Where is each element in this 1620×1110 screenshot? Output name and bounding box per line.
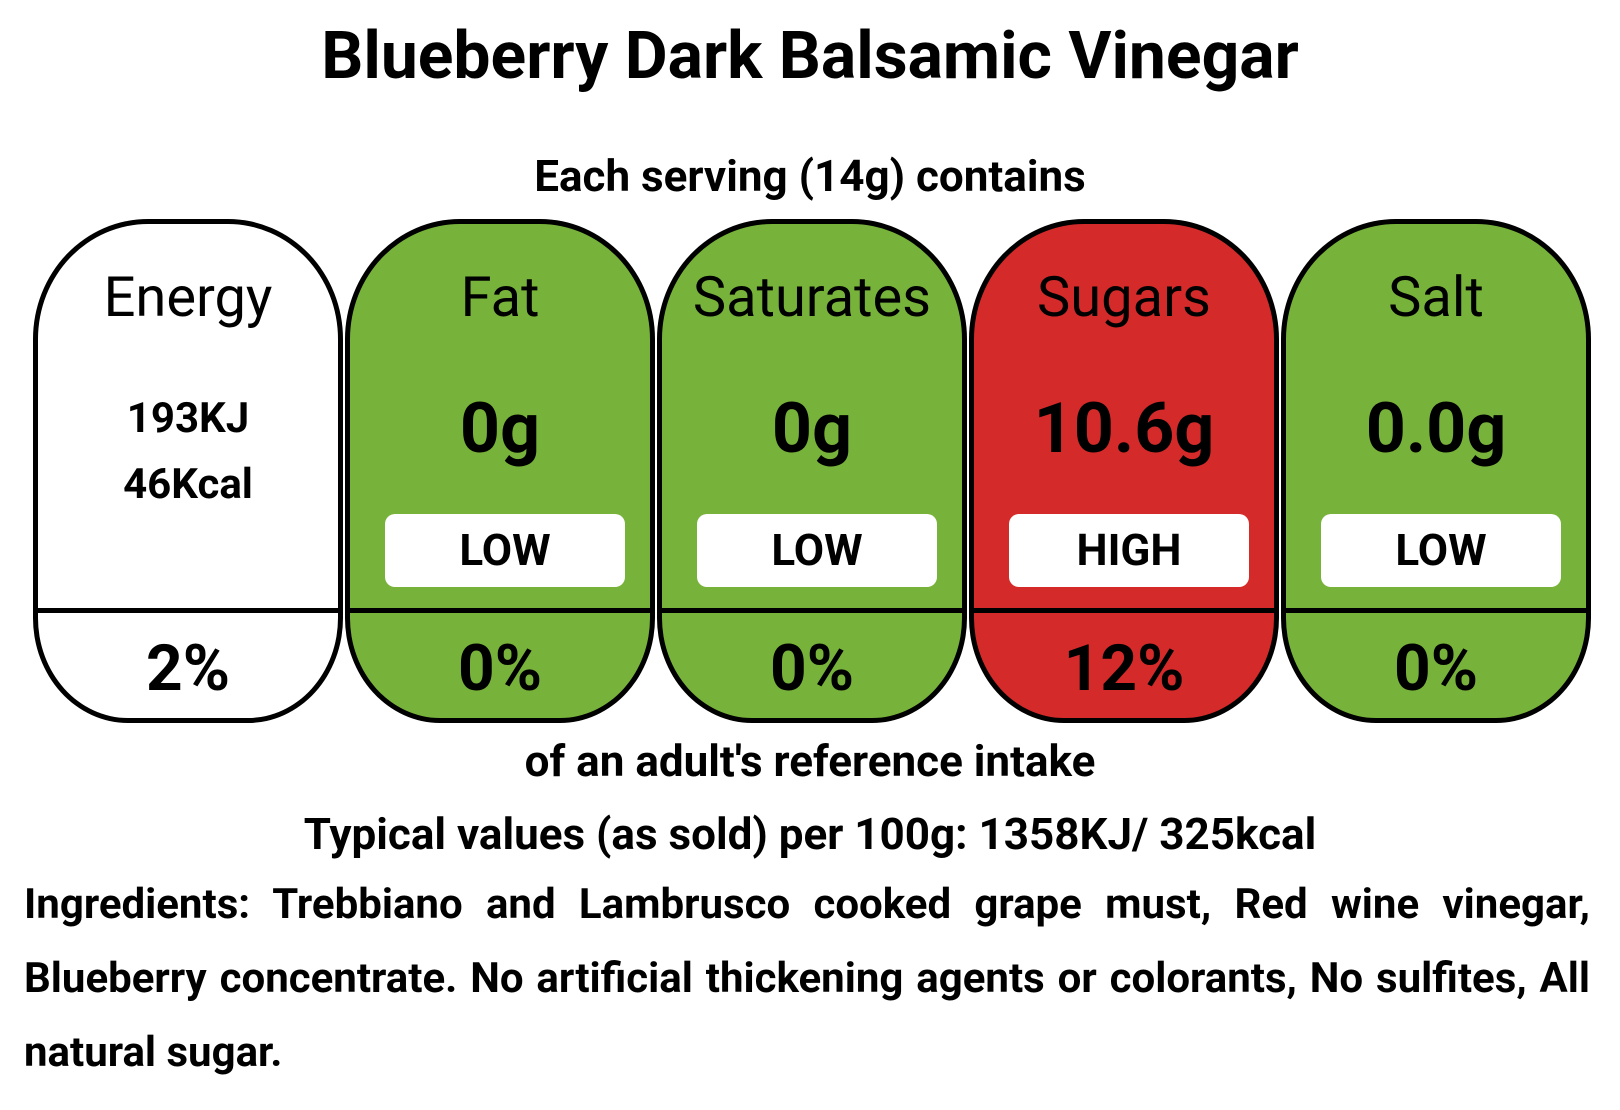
divider (1286, 608, 1586, 613)
title: Blueberry Dark Balsamic Vinegar (321, 18, 1299, 95)
nutrient-amount: 0.0g (1365, 388, 1507, 470)
ingredients: Ingredients: Trebbiano and Lambrusco coo… (24, 880, 1590, 1077)
level-badge: LOW (697, 514, 937, 587)
level-badge: LOW (1321, 514, 1561, 587)
reference-percent: 0% (1393, 631, 1479, 706)
divider (350, 608, 650, 613)
reference-percent: 0% (769, 631, 855, 706)
divider (38, 608, 338, 613)
nutrient-box: Salt 0.0g LOW 0% (1281, 219, 1591, 723)
reference-percent: 12% (1063, 631, 1185, 706)
nutrient-box: Fat 0g LOW 0% (345, 219, 655, 723)
nutrient-box: Sugars 10.6g HIGH 12% (969, 219, 1279, 723)
divider (974, 608, 1274, 613)
nutrient-amount: 10.6g (1033, 388, 1215, 470)
divider (662, 608, 962, 613)
reference-percent: 0% (457, 631, 543, 706)
reference-text: of an adult's reference intake (524, 735, 1096, 787)
nutrient-amount: 0g (459, 388, 541, 470)
nutrient-name: Sugars (1037, 264, 1211, 330)
nutrient-amount: 193KJ (126, 394, 250, 443)
reference-percent: 2% (145, 631, 231, 706)
serving-text: Each serving (14g) contains (534, 150, 1086, 202)
nutrient-box: Saturates 0g LOW 0% (657, 219, 967, 723)
typical-values: Typical values (as sold) per 100g: 1358K… (303, 808, 1317, 860)
level-badge: HIGH (1009, 514, 1249, 587)
level-badge: LOW (385, 514, 625, 587)
nutrient-amount: 0g (771, 388, 853, 470)
nutrient-name: Salt (1388, 264, 1484, 330)
nutrient-box: Energy 193KJ 46Kcal 2% (33, 219, 343, 723)
nutrient-name: Energy (103, 264, 273, 330)
nutrient-name: Fat (460, 264, 540, 330)
nutrient-amount: 46Kcal (123, 460, 253, 509)
nutrient-name: Saturates (692, 264, 932, 330)
